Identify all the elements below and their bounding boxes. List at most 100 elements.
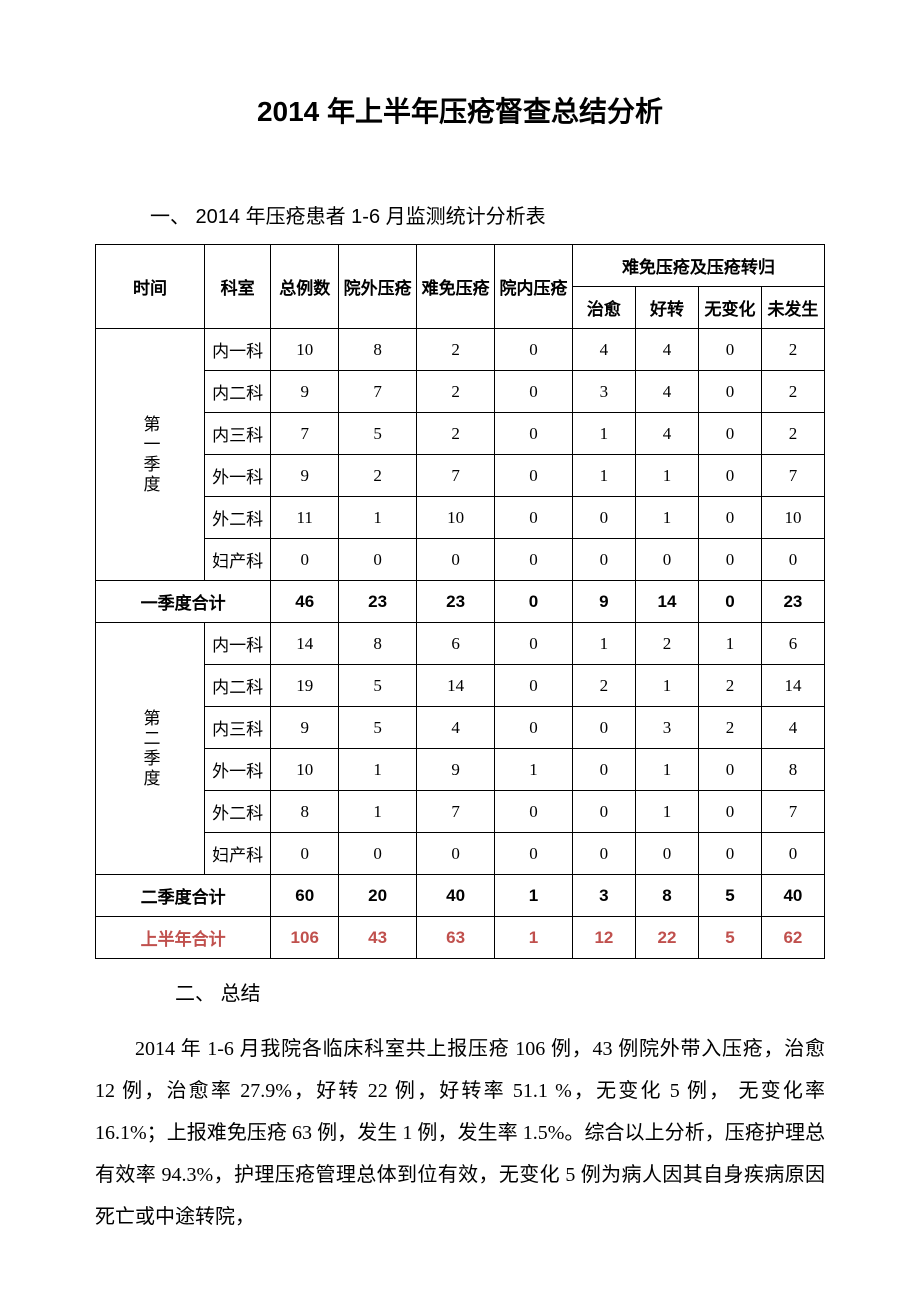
cell: 内二科 — [205, 371, 271, 413]
cell: 0 — [339, 833, 417, 875]
cell: 3 — [572, 371, 635, 413]
cell: 7 — [271, 413, 339, 455]
cell: 22 — [635, 917, 698, 959]
header-total: 总例数 — [271, 245, 339, 329]
cell: 1 — [635, 749, 698, 791]
cell: 2 — [699, 665, 762, 707]
cell: 5 — [699, 917, 762, 959]
cell: 40 — [417, 875, 495, 917]
header-inevitable: 难免压疮 — [417, 245, 495, 329]
cell: 11 — [271, 497, 339, 539]
cell: 23 — [761, 581, 824, 623]
cell: 2 — [417, 413, 495, 455]
cell: 6 — [761, 623, 824, 665]
cell: 7 — [761, 791, 824, 833]
cell: 2 — [339, 455, 417, 497]
cell: 0 — [495, 497, 573, 539]
cell: 1 — [572, 623, 635, 665]
cell: 20 — [339, 875, 417, 917]
cell: 7 — [417, 791, 495, 833]
q1-subtotal-row: 一季度合计 46 23 23 0 9 14 0 23 — [96, 581, 825, 623]
cell: 0 — [495, 455, 573, 497]
cell: 62 — [761, 917, 824, 959]
cell: 1 — [699, 623, 762, 665]
table-row: 第二季度 内一科 14 8 6 0 1 2 1 6 — [96, 623, 825, 665]
cell: 10 — [271, 749, 339, 791]
cell: 一季度合计 — [96, 581, 271, 623]
cell: 14 — [761, 665, 824, 707]
header-time: 时间 — [96, 245, 205, 329]
cell: 0 — [572, 497, 635, 539]
cell: 8 — [271, 791, 339, 833]
table-row: 外二科 8 1 7 0 0 1 0 7 — [96, 791, 825, 833]
cell: 4 — [635, 329, 698, 371]
cell: 1 — [572, 413, 635, 455]
cell: 0 — [495, 665, 573, 707]
cell: 0 — [572, 791, 635, 833]
cell: 2 — [761, 413, 824, 455]
table-row: 外二科 11 1 10 0 0 1 0 10 — [96, 497, 825, 539]
header-notoccur: 未发生 — [761, 287, 824, 329]
cell: 0 — [699, 581, 762, 623]
cell: 0 — [495, 539, 573, 581]
statistics-table: 时间 科室 总例数 院外压疮 难免压疮 院内压疮 难免压疮及压疮转归 治愈 好转… — [95, 244, 825, 959]
cell: 0 — [699, 497, 762, 539]
cell: 1 — [635, 497, 698, 539]
cell: 5 — [339, 413, 417, 455]
cell: 2 — [761, 329, 824, 371]
cell: 内一科 — [205, 329, 271, 371]
table-row: 内三科 7 5 2 0 1 4 0 2 — [96, 413, 825, 455]
cell: 4 — [761, 707, 824, 749]
cell: 40 — [761, 875, 824, 917]
cell: 1 — [339, 749, 417, 791]
cell: 10 — [417, 497, 495, 539]
cell: 3 — [635, 707, 698, 749]
cell: 8 — [635, 875, 698, 917]
cell: 8 — [339, 623, 417, 665]
header-cured: 治愈 — [572, 287, 635, 329]
header-improved: 好转 — [635, 287, 698, 329]
cell: 内三科 — [205, 413, 271, 455]
cell: 19 — [271, 665, 339, 707]
header-nochange: 无变化 — [699, 287, 762, 329]
cell: 4 — [572, 329, 635, 371]
table-row: 内二科 9 7 2 0 3 4 0 2 — [96, 371, 825, 413]
cell: 二季度合计 — [96, 875, 271, 917]
cell: 4 — [417, 707, 495, 749]
cell: 9 — [417, 749, 495, 791]
cell: 妇产科 — [205, 539, 271, 581]
cell: 1 — [635, 791, 698, 833]
cell: 2 — [417, 329, 495, 371]
cell: 0 — [495, 371, 573, 413]
cell: 内一科 — [205, 623, 271, 665]
summary-paragraph: 2014 年 1-6 月我院各临床科室共上报压疮 106 例，43 例院外带入压… — [95, 1028, 825, 1238]
cell: 9 — [572, 581, 635, 623]
cell: 1 — [635, 455, 698, 497]
cell: 2 — [572, 665, 635, 707]
cell: 2 — [699, 707, 762, 749]
cell: 8 — [339, 329, 417, 371]
table-row: 妇产科 0 0 0 0 0 0 0 0 — [96, 539, 825, 581]
cell: 0 — [761, 833, 824, 875]
cell: 1 — [635, 665, 698, 707]
cell: 2 — [635, 623, 698, 665]
table-row: 内三科 9 5 4 0 0 3 2 4 — [96, 707, 825, 749]
cell: 0 — [572, 833, 635, 875]
cell: 14 — [417, 665, 495, 707]
cell: 0 — [699, 413, 762, 455]
cell: 2 — [417, 371, 495, 413]
cell: 46 — [271, 581, 339, 623]
cell: 5 — [339, 707, 417, 749]
cell: 106 — [271, 917, 339, 959]
cell: 10 — [761, 497, 824, 539]
cell: 7 — [339, 371, 417, 413]
cell: 0 — [699, 455, 762, 497]
cell: 0 — [635, 833, 698, 875]
cell: 2 — [761, 371, 824, 413]
cell: 0 — [495, 413, 573, 455]
cell: 0 — [495, 833, 573, 875]
table-row: 外一科 10 1 9 1 0 1 0 8 — [96, 749, 825, 791]
cell: 8 — [761, 749, 824, 791]
cell: 0 — [271, 833, 339, 875]
cell: 6 — [417, 623, 495, 665]
